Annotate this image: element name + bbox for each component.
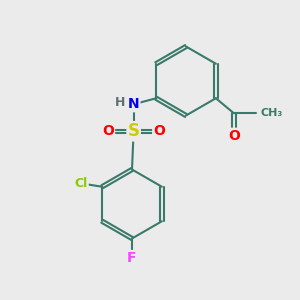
Text: S: S [128, 122, 140, 140]
Text: CH₃: CH₃ [261, 108, 283, 118]
Text: O: O [153, 124, 165, 138]
Text: N: N [128, 97, 140, 111]
Text: O: O [102, 124, 114, 138]
Text: H: H [115, 96, 125, 109]
Text: Cl: Cl [74, 177, 88, 190]
Text: O: O [228, 129, 240, 143]
Text: F: F [127, 251, 137, 265]
